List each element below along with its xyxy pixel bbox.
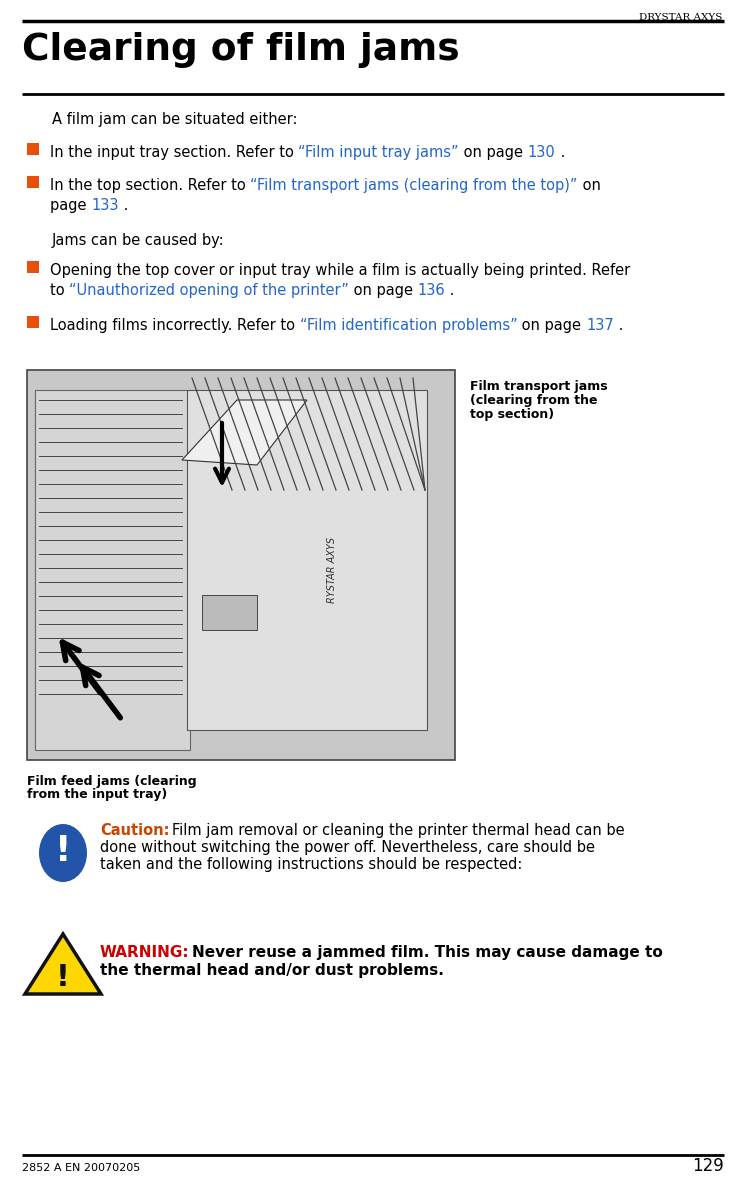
Text: Film jam removal or cleaning the printer thermal head can be: Film jam removal or cleaning the printer… xyxy=(172,823,624,839)
Text: .: . xyxy=(556,145,565,160)
Polygon shape xyxy=(25,935,101,994)
Text: 133: 133 xyxy=(91,198,119,213)
Text: In the input tray section. Refer to: In the input tray section. Refer to xyxy=(50,145,298,160)
Text: on page: on page xyxy=(459,145,527,160)
Text: (clearing from the: (clearing from the xyxy=(470,394,598,407)
Text: In the top section. Refer to: In the top section. Refer to xyxy=(50,178,251,193)
Bar xyxy=(187,390,427,731)
Text: “Film identification problems”: “Film identification problems” xyxy=(300,318,518,333)
Text: !: ! xyxy=(54,834,72,868)
Text: .: . xyxy=(614,318,623,333)
Text: RYSTAR AXYS: RYSTAR AXYS xyxy=(327,537,337,602)
Bar xyxy=(35,390,190,750)
Text: on page: on page xyxy=(518,318,586,333)
Text: to: to xyxy=(50,283,69,298)
Text: page: page xyxy=(50,198,91,213)
Text: “Film transport jams (clearing from the top)”: “Film transport jams (clearing from the … xyxy=(251,178,578,193)
Bar xyxy=(27,144,39,155)
Polygon shape xyxy=(182,400,307,465)
Text: 130: 130 xyxy=(527,145,556,160)
Bar xyxy=(202,595,257,630)
Text: Film feed jams (clearing: Film feed jams (clearing xyxy=(27,774,197,788)
Text: Clearing of film jams: Clearing of film jams xyxy=(22,32,460,68)
Bar xyxy=(27,176,39,189)
Text: done without switching the power off. Nevertheless, care should be: done without switching the power off. Ne… xyxy=(100,840,595,855)
Text: A film jam can be situated either:: A film jam can be situated either: xyxy=(52,111,298,127)
Text: on page: on page xyxy=(349,283,418,298)
Text: “Film input tray jams”: “Film input tray jams” xyxy=(298,145,459,160)
Text: 136: 136 xyxy=(418,283,445,298)
Text: 129: 129 xyxy=(692,1158,724,1175)
Text: “Unauthorized opening of the printer”: “Unauthorized opening of the printer” xyxy=(69,283,349,298)
Text: WARNING:: WARNING: xyxy=(100,945,189,959)
Text: Never reuse a jammed film. This may cause damage to: Never reuse a jammed film. This may caus… xyxy=(192,945,662,959)
Text: 2852 A EN 20070205: 2852 A EN 20070205 xyxy=(22,1163,140,1173)
Text: top section): top section) xyxy=(470,408,554,421)
Text: !: ! xyxy=(56,963,70,993)
Bar xyxy=(27,261,39,273)
Text: 137: 137 xyxy=(586,318,614,333)
Text: from the input tray): from the input tray) xyxy=(27,788,167,801)
Text: Caution:: Caution: xyxy=(100,823,169,839)
Text: Opening the top cover or input tray while a film is actually being printed. Refe: Opening the top cover or input tray whil… xyxy=(50,263,630,278)
Text: the thermal head and/or dust problems.: the thermal head and/or dust problems. xyxy=(100,963,444,978)
Text: DRYSTAR AXYS: DRYSTAR AXYS xyxy=(639,13,722,23)
Bar xyxy=(27,315,39,329)
Text: .: . xyxy=(445,283,455,298)
Text: taken and the following instructions should be respected:: taken and the following instructions sho… xyxy=(100,857,522,872)
Text: .: . xyxy=(119,198,128,213)
Text: Loading films incorrectly. Refer to: Loading films incorrectly. Refer to xyxy=(50,318,300,333)
Ellipse shape xyxy=(39,824,87,882)
Text: Jams can be caused by:: Jams can be caused by: xyxy=(52,232,225,248)
Text: on: on xyxy=(578,178,601,193)
Bar xyxy=(27,370,455,760)
Text: Film transport jams: Film transport jams xyxy=(470,380,608,393)
